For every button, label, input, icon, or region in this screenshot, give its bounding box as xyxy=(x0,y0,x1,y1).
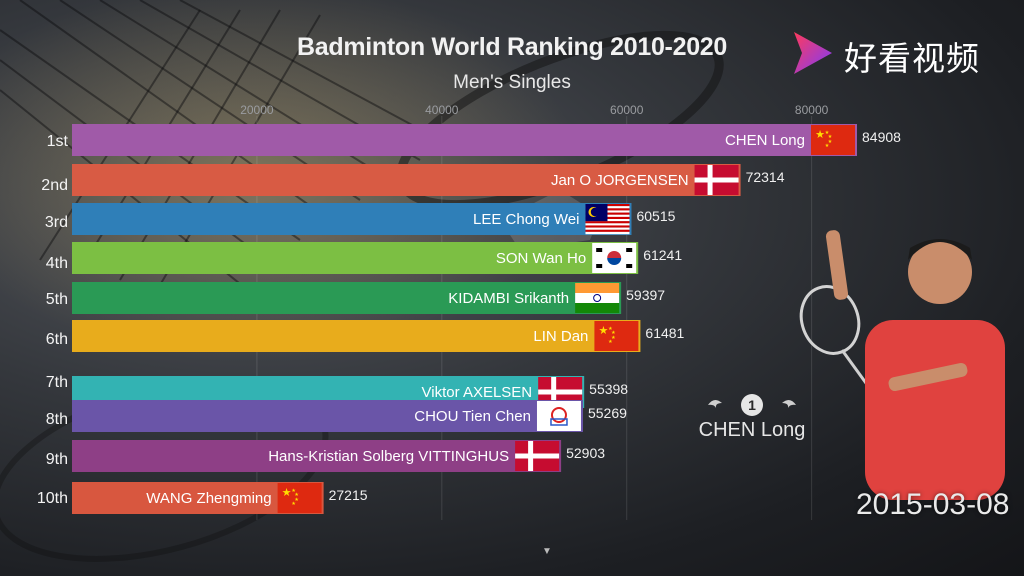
bar xyxy=(72,282,622,314)
bar-row: 10th ★ ★★★★WANG Zhengming 27215 xyxy=(37,482,368,514)
bar-row: 6th ★ ★★★★LIN Dan 61481 xyxy=(46,320,685,352)
value-label: 55398 xyxy=(589,381,628,397)
svg-text:★: ★ xyxy=(815,129,825,141)
china-flag-icon: ★ ★★★★ xyxy=(594,321,639,351)
svg-text:★: ★ xyxy=(611,335,616,341)
x-tick-label: 60000 xyxy=(610,103,644,117)
svg-text:★: ★ xyxy=(598,325,608,337)
chart-subtitle: Men's Singles xyxy=(453,72,571,93)
player-name-label: LEE Chong Wei xyxy=(473,211,579,228)
play-triangle-icon xyxy=(794,32,832,74)
rank-label: 2nd xyxy=(41,177,68,194)
bar xyxy=(72,242,639,274)
svg-text:★: ★ xyxy=(825,143,830,149)
bar-row: 5th KIDAMBI Srikanth 59397 xyxy=(46,282,665,314)
x-tick-label: 20000 xyxy=(240,103,274,117)
malaysia-flag-icon xyxy=(585,204,630,235)
india-flag-icon xyxy=(575,283,620,313)
x-tick-label: 80000 xyxy=(795,103,829,117)
player-name-label: KIDAMBI Srikanth xyxy=(448,290,569,307)
svg-text:★: ★ xyxy=(608,326,613,332)
player-name-label: SON Wan Ho xyxy=(496,250,586,267)
bar xyxy=(72,203,632,235)
bar xyxy=(72,440,562,472)
svg-text:★: ★ xyxy=(825,130,830,136)
player-photo xyxy=(799,230,1005,500)
value-label: 60515 xyxy=(636,208,675,224)
rank-label: 6th xyxy=(46,331,68,348)
bar-row: 9th Hans-Kristian Solberg VITTINGHUS 52903 xyxy=(46,440,605,472)
rank-number: 1 xyxy=(748,397,756,413)
value-label: 52903 xyxy=(566,445,605,461)
bar-row: 8th CHOU Tien Chen 55269 xyxy=(46,400,627,432)
bar xyxy=(72,164,741,196)
value-label: 27215 xyxy=(329,487,368,503)
bar-row: 4th SON Wan Ho 61241 xyxy=(46,242,682,274)
bar xyxy=(72,400,583,432)
bar-row: 3rd LEE Chong Wei 60515 xyxy=(45,203,676,235)
laurel-right-icon xyxy=(782,399,796,408)
china-flag-icon: ★ ★★★★ xyxy=(277,483,322,513)
logo-text: 好看视频 xyxy=(844,39,980,78)
laurel-left-icon xyxy=(708,399,722,408)
korea-flag-icon xyxy=(592,243,637,273)
haokan-video-logo: 好看视频 xyxy=(790,26,1010,80)
rank-label: 9th xyxy=(46,451,68,468)
denmark-flag-icon xyxy=(694,165,739,195)
value-label: 84908 xyxy=(862,129,901,145)
svg-text:★: ★ xyxy=(828,139,833,145)
rank-label: 10th xyxy=(37,490,68,507)
spotlight-player-name: CHEN Long xyxy=(698,419,806,441)
player-name-label: CHEN Long xyxy=(725,132,805,149)
rank-label: 8th xyxy=(46,411,68,428)
rank-label: 5th xyxy=(46,291,68,308)
player-name-label: WANG Zhengming xyxy=(146,490,271,507)
value-label: 55269 xyxy=(588,405,627,421)
bar-row: 2nd Jan O JORGENSEN 72314 xyxy=(41,164,785,196)
value-label: 72314 xyxy=(746,169,785,185)
svg-text:★: ★ xyxy=(294,492,299,498)
value-label: 61481 xyxy=(645,325,684,341)
chevron-down-icon: ▼ xyxy=(542,546,552,557)
value-label: 61241 xyxy=(643,247,682,263)
rank-label: 4th xyxy=(46,255,68,272)
player-name-label: Jan O JORGENSEN xyxy=(551,172,689,189)
value-label: 59397 xyxy=(626,287,665,303)
svg-text:★: ★ xyxy=(611,330,616,336)
svg-text:★: ★ xyxy=(608,339,613,345)
rank-label: 7th xyxy=(46,374,68,391)
player-figure xyxy=(825,230,1005,500)
current-date: 2015-03-08 xyxy=(856,488,1010,521)
svg-text:★: ★ xyxy=(294,497,299,503)
player-name-label: Viktor AXELSEN xyxy=(422,384,533,401)
bar xyxy=(72,124,857,156)
player-name-label: CHOU Tien Chen xyxy=(414,408,531,425)
rank-label: 1st xyxy=(47,133,69,150)
svg-text:★: ★ xyxy=(828,134,833,140)
rank-badge: 1 xyxy=(708,394,796,416)
player-name-label: Hans-Kristian Solberg VITTINGHUS xyxy=(268,448,509,465)
player-name-label: LIN Dan xyxy=(533,328,588,345)
svg-text:★: ★ xyxy=(291,488,296,494)
svg-text:★: ★ xyxy=(282,487,292,499)
racket-icon xyxy=(799,285,861,355)
china-flag-icon: ★ ★★★★ xyxy=(811,125,855,155)
chinese-taipei-flag-icon xyxy=(536,401,581,431)
svg-text:★: ★ xyxy=(291,501,296,507)
chart-title: Badminton World Ranking 2010-2020 xyxy=(296,33,728,61)
bar xyxy=(72,320,641,352)
bar-row: 1st ★ ★★★★CHEN Long 84908 xyxy=(47,124,901,156)
denmark-flag-icon xyxy=(515,441,560,471)
x-tick-label: 40000 xyxy=(425,103,459,117)
rank-label: 3rd xyxy=(45,214,68,231)
